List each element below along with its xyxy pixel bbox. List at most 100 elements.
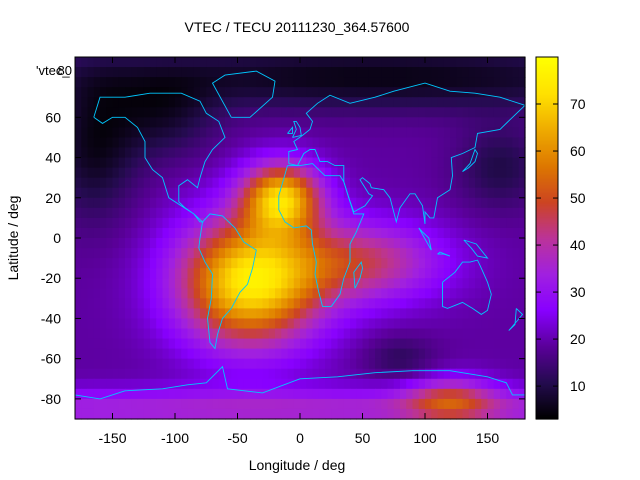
heatmap-cell bbox=[81, 57, 89, 68]
heatmap-cell bbox=[243, 207, 251, 219]
heatmap-cell bbox=[143, 207, 151, 219]
heatmap-cell bbox=[125, 107, 132, 118]
heatmap-cell bbox=[168, 368, 176, 380]
heatmap-cell bbox=[493, 157, 501, 169]
heatmap-cell bbox=[93, 147, 101, 159]
heatmap-cell bbox=[156, 187, 164, 199]
heatmap-cell bbox=[493, 107, 501, 118]
heatmap-cell bbox=[481, 67, 489, 78]
heatmap-cell bbox=[143, 318, 151, 330]
heatmap-cell bbox=[406, 197, 414, 209]
colorbar-band bbox=[536, 253, 558, 256]
heatmap-cell bbox=[475, 318, 482, 330]
heatmap-cell bbox=[443, 368, 451, 380]
heatmap-cell bbox=[137, 258, 145, 269]
heatmap-cell bbox=[118, 288, 126, 299]
heatmap-cell bbox=[418, 268, 426, 279]
heatmap-cell bbox=[306, 157, 314, 169]
heatmap-cell bbox=[387, 167, 395, 179]
heatmap-cell bbox=[487, 227, 495, 239]
heatmap-cell bbox=[325, 127, 332, 139]
heatmap-cell bbox=[456, 258, 464, 269]
heatmap-cell bbox=[156, 127, 164, 139]
heatmap-cell bbox=[418, 388, 426, 400]
heatmap-cell bbox=[425, 187, 432, 199]
heatmap-cell bbox=[275, 358, 282, 370]
heatmap-cell bbox=[200, 278, 207, 289]
heatmap-cell bbox=[306, 388, 314, 400]
heatmap-cell bbox=[181, 238, 189, 249]
heatmap-cell bbox=[318, 368, 326, 380]
heatmap-cell bbox=[462, 217, 470, 229]
heatmap-cell bbox=[468, 197, 476, 209]
heatmap-cell bbox=[481, 57, 489, 68]
heatmap-cell bbox=[262, 288, 270, 299]
heatmap-cell bbox=[243, 217, 251, 229]
heatmap-cell bbox=[212, 157, 220, 169]
heatmap-cell bbox=[231, 288, 239, 299]
heatmap-cell bbox=[281, 217, 289, 229]
heatmap-cell bbox=[125, 217, 132, 229]
heatmap-cell bbox=[437, 298, 445, 309]
heatmap-cell bbox=[506, 388, 514, 400]
heatmap-cell bbox=[193, 318, 201, 330]
heatmap-cell bbox=[100, 177, 107, 189]
heatmap-cell bbox=[137, 197, 145, 209]
heatmap-cell bbox=[425, 398, 432, 410]
heatmap-cell bbox=[312, 408, 320, 420]
colorbar-band bbox=[536, 377, 558, 380]
heatmap-cell bbox=[350, 308, 357, 320]
heatmap-cell bbox=[331, 107, 339, 118]
heatmap-cell bbox=[500, 328, 507, 340]
heatmap-cell bbox=[462, 117, 470, 128]
heatmap-cell bbox=[306, 338, 314, 350]
heatmap-cell bbox=[443, 217, 451, 229]
heatmap-cell bbox=[93, 278, 101, 289]
heatmap-cell bbox=[375, 57, 382, 68]
heatmap-cell bbox=[512, 137, 520, 149]
heatmap-cell bbox=[243, 388, 251, 400]
heatmap-cell bbox=[100, 207, 107, 219]
heatmap-cell bbox=[206, 338, 214, 350]
heatmap-cell bbox=[281, 318, 289, 330]
heatmap-cell bbox=[212, 207, 220, 219]
heatmap-cell bbox=[362, 97, 370, 108]
heatmap-cell bbox=[318, 117, 326, 128]
heatmap-cell bbox=[156, 268, 164, 279]
y-tick-label: 0 bbox=[53, 230, 61, 246]
heatmap-cell bbox=[250, 328, 257, 340]
colorbar-band bbox=[536, 307, 558, 310]
heatmap-cell bbox=[162, 338, 170, 350]
heatmap-cell bbox=[418, 137, 426, 149]
heatmap-cell bbox=[381, 197, 389, 209]
heatmap-cell bbox=[256, 408, 264, 420]
heatmap-cell bbox=[162, 368, 170, 380]
heatmap-cell bbox=[456, 187, 464, 199]
heatmap-cell bbox=[368, 217, 376, 229]
colorbar-band bbox=[536, 135, 558, 138]
heatmap-cell bbox=[81, 197, 89, 209]
heatmap-cell bbox=[75, 238, 82, 249]
heatmap-cell bbox=[487, 348, 495, 360]
heatmap-cell bbox=[462, 348, 470, 360]
heatmap-cell bbox=[450, 187, 457, 199]
heatmap-cell bbox=[187, 318, 195, 330]
heatmap-cell bbox=[262, 328, 270, 340]
heatmap-cell bbox=[81, 338, 89, 350]
heatmap-cell bbox=[118, 167, 126, 179]
heatmap-cell bbox=[262, 338, 270, 350]
heatmap-cell bbox=[250, 408, 257, 420]
colorbar-band bbox=[536, 95, 558, 98]
heatmap-cell bbox=[131, 157, 139, 169]
heatmap-cell bbox=[425, 318, 432, 330]
heatmap-cell bbox=[418, 348, 426, 360]
heatmap-cell bbox=[200, 308, 207, 320]
heatmap-cell bbox=[75, 358, 82, 370]
heatmap-cell bbox=[262, 308, 270, 320]
heatmap-cell bbox=[381, 298, 389, 309]
heatmap-cell bbox=[343, 137, 351, 149]
heatmap-cell bbox=[425, 227, 432, 239]
heatmap-cell bbox=[93, 368, 101, 380]
heatmap-cell bbox=[312, 318, 320, 330]
heatmap-cell bbox=[293, 97, 301, 108]
